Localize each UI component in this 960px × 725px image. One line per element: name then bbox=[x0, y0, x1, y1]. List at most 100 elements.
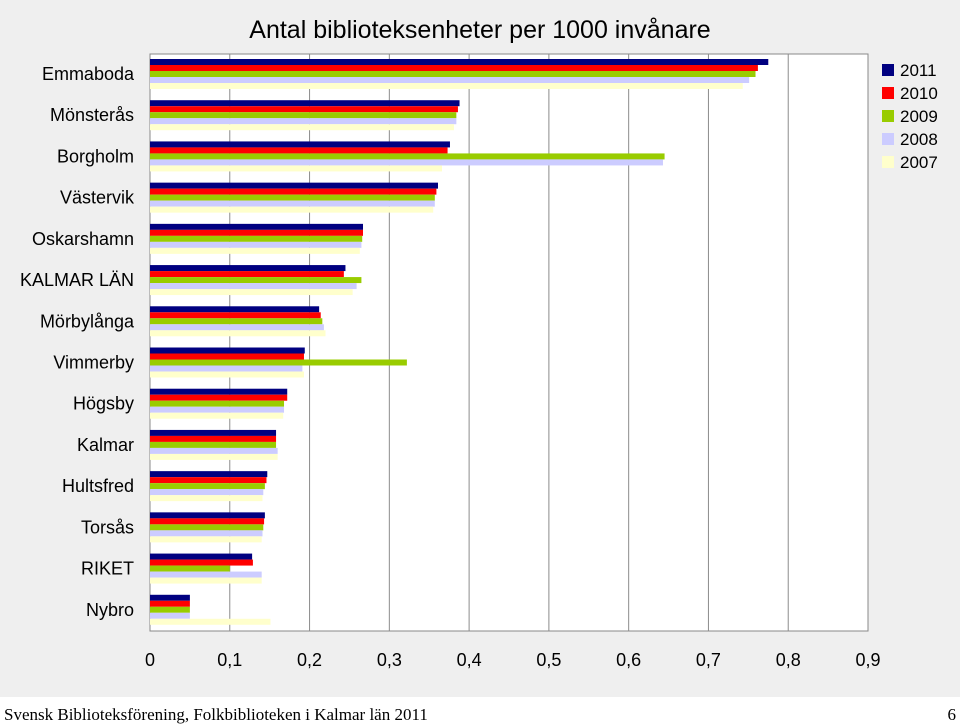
bar-vimmerby-2007 bbox=[150, 371, 304, 378]
legend-swatch bbox=[882, 87, 894, 99]
category-label: Emmaboda bbox=[42, 64, 135, 84]
bar-nybro-2008 bbox=[150, 612, 190, 619]
category-label: Torsås bbox=[81, 517, 134, 537]
legend: 2011 2010 2009 2008 2007 bbox=[882, 61, 938, 172]
bar-torsås-2011 bbox=[150, 512, 265, 519]
bar-vimmerby-2009 bbox=[150, 359, 407, 366]
x-tick-label: 0,2 bbox=[297, 650, 322, 670]
bar-oskarshamn-2011 bbox=[150, 223, 364, 230]
bar-hultsfred-2011 bbox=[150, 471, 268, 478]
bar-kalmar-2011 bbox=[150, 429, 277, 436]
bar-hultsfred-2010 bbox=[150, 477, 267, 484]
bar-kalmar-län-2007 bbox=[150, 289, 353, 296]
bar-hultsfred-2007 bbox=[150, 495, 263, 502]
category-label: Nybro bbox=[86, 600, 134, 620]
bar-borgholm-2010 bbox=[150, 147, 448, 154]
category-label: KALMAR LÄN bbox=[20, 270, 134, 290]
category-label: Borgholm bbox=[57, 146, 134, 166]
bar-oskarshamn-2007 bbox=[150, 247, 360, 254]
bar-mönsterås-2008 bbox=[150, 118, 457, 125]
bar-mönsterås-2010 bbox=[150, 106, 458, 113]
bar-kalmar-län-2009 bbox=[150, 277, 362, 284]
bar-högsby-2008 bbox=[150, 406, 285, 413]
x-tick-label: 0,9 bbox=[855, 650, 880, 670]
footer: Svensk Biblioteksförening, Folkbibliotek… bbox=[0, 697, 960, 725]
x-tick-label: 0,1 bbox=[217, 650, 242, 670]
footer-source: Svensk Biblioteksförening, Folkbibliotek… bbox=[4, 705, 428, 724]
bar-borgholm-2009 bbox=[150, 153, 665, 160]
bar-kalmar-län-2008 bbox=[150, 283, 357, 290]
bar-kalmar-2009 bbox=[150, 441, 277, 448]
bar-riket-2009 bbox=[150, 565, 230, 572]
bar-vimmerby-2011 bbox=[150, 347, 305, 354]
legend-label: 2009 bbox=[900, 107, 938, 126]
bar-västervik-2008 bbox=[150, 200, 435, 207]
bar-riket-2008 bbox=[150, 571, 262, 578]
category-label: Hultsfred bbox=[62, 476, 134, 496]
bar-nybro-2009 bbox=[150, 606, 190, 613]
bar-emmaboda-2008 bbox=[150, 77, 750, 83]
x-tick-label: 0,7 bbox=[696, 650, 721, 670]
legend-label: 2010 bbox=[900, 84, 938, 103]
legend-swatch bbox=[882, 110, 894, 122]
bar-vimmerby-2010 bbox=[150, 353, 304, 360]
category-label: RIKET bbox=[81, 559, 134, 579]
bar-oskarshamn-2008 bbox=[150, 241, 362, 248]
bar-västervik-2010 bbox=[150, 188, 437, 195]
bar-riket-2007 bbox=[150, 577, 262, 584]
bar-torsås-2009 bbox=[150, 524, 264, 531]
legend-swatch bbox=[882, 64, 894, 76]
bar-oskarshamn-2009 bbox=[150, 235, 363, 242]
x-tick-label: 0,8 bbox=[776, 650, 801, 670]
category-label: Kalmar bbox=[77, 435, 134, 455]
category-label: Västervik bbox=[60, 188, 135, 208]
x-tick-label: 0,6 bbox=[616, 650, 641, 670]
bar-mörbylånga-2011 bbox=[150, 306, 320, 313]
bar-borgholm-2011 bbox=[150, 141, 450, 148]
bar-nybro-2010 bbox=[150, 600, 190, 607]
x-tick-labels: 0 0,1 0,2 0,3 0,4 0,5 0,6 0,7 0,8 0,9 bbox=[145, 650, 881, 670]
bar-chart: Antal biblioteksenheter per 1000 invånar… bbox=[20, 16, 938, 670]
legend-label: 2011 bbox=[900, 61, 937, 80]
x-tick-label: 0 bbox=[145, 650, 155, 670]
bar-kalmar-2010 bbox=[150, 435, 277, 442]
bar-vimmerby-2008 bbox=[150, 365, 303, 372]
bar-mörbylånga-2010 bbox=[150, 312, 321, 319]
bar-mörbylånga-2008 bbox=[150, 324, 324, 331]
bar-mönsterås-2011 bbox=[150, 100, 460, 107]
bar-högsby-2009 bbox=[150, 400, 285, 407]
bar-hultsfred-2009 bbox=[150, 483, 265, 490]
x-tick-label: 0,3 bbox=[377, 650, 402, 670]
category-label: Oskarshamn bbox=[32, 229, 134, 249]
bar-mönsterås-2009 bbox=[150, 112, 457, 119]
bar-torsås-2010 bbox=[150, 518, 265, 525]
bar-torsås-2007 bbox=[150, 536, 262, 543]
bar-nybro-2011 bbox=[150, 594, 190, 601]
category-label: Mörbylånga bbox=[40, 311, 135, 331]
bar-emmaboda-2011 bbox=[150, 59, 769, 65]
chart-title: Antal biblioteksenheter per 1000 invånar… bbox=[249, 16, 710, 44]
bar-kalmar-län-2011 bbox=[150, 265, 346, 272]
bar-högsby-2011 bbox=[150, 388, 288, 395]
category-label: Mönsterås bbox=[50, 105, 134, 125]
bar-nybro-2007 bbox=[150, 618, 271, 625]
bar-västervik-2007 bbox=[150, 206, 434, 213]
bar-mörbylånga-2007 bbox=[150, 330, 326, 337]
bar-hultsfred-2008 bbox=[150, 489, 264, 496]
bar-oskarshamn-2010 bbox=[150, 229, 364, 236]
legend-swatch bbox=[882, 156, 894, 168]
legend-label: 2008 bbox=[900, 130, 938, 149]
bar-emmaboda-2009 bbox=[150, 71, 756, 77]
bar-högsby-2007 bbox=[150, 412, 284, 419]
bar-riket-2010 bbox=[150, 559, 253, 566]
bar-kalmar-2007 bbox=[150, 453, 278, 460]
category-label: Vimmerby bbox=[53, 353, 134, 373]
page-number: 6 bbox=[947, 705, 957, 724]
bar-torsås-2008 bbox=[150, 530, 263, 537]
x-tick-label: 0,5 bbox=[536, 650, 561, 670]
bar-borgholm-2008 bbox=[150, 159, 663, 166]
legend-label: 2007 bbox=[900, 153, 938, 172]
category-label: Högsby bbox=[73, 394, 134, 414]
plot-area bbox=[149, 53, 869, 632]
slide-background: Antal biblioteksenheter per 1000 invånar… bbox=[0, 0, 960, 697]
